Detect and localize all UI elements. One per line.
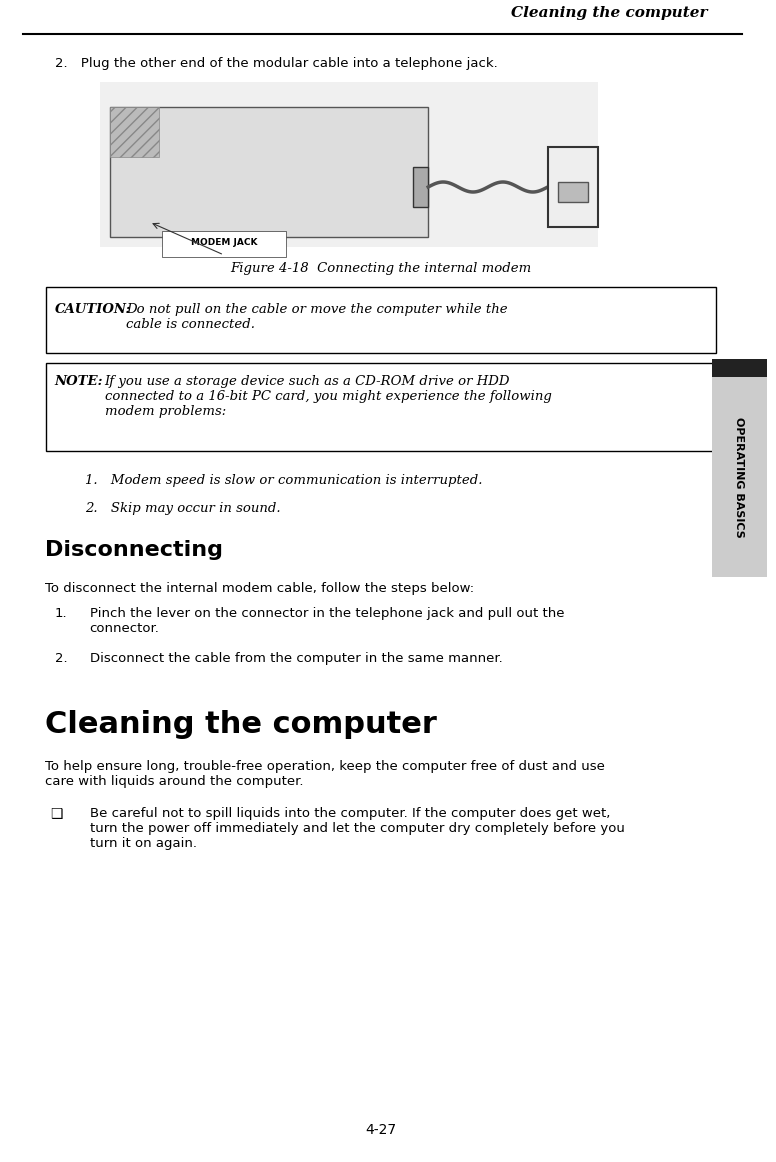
Text: To help ensure long, trouble-free operation, keep the computer free of dust and : To help ensure long, trouble-free operat… [45,760,605,788]
Text: Disconnecting: Disconnecting [45,540,223,560]
Text: CAUTION:: CAUTION: [55,303,131,316]
Bar [109,107,159,157]
Bar [558,182,587,202]
Text: Figure 4-18  Connecting the internal modem: Figure 4-18 Connecting the internal mode… [230,261,532,275]
Bar [712,359,767,376]
Text: Pinch the lever on the connector in the telephone jack and pull out the
connecto: Pinch the lever on the connector in the … [89,607,564,634]
Text: Be careful not to spill liquids into the computer. If the computer does get wet,: Be careful not to spill liquids into the… [89,806,625,849]
Text: 4-27: 4-27 [365,1122,397,1136]
Text: Do not pull on the cable or move the computer while the
cable is connected.: Do not pull on the cable or move the com… [126,303,508,331]
Text: Cleaning the computer: Cleaning the computer [511,6,707,20]
Text: If you use a storage device such as a CD-ROM drive or HDD
connected to a 16-bit : If you use a storage device such as a CD… [105,375,552,418]
Text: To disconnect the internal modem cable, follow the steps below:: To disconnect the internal modem cable, … [45,582,474,595]
Text: OPERATING BASICS: OPERATING BASICS [734,417,744,537]
FancyBboxPatch shape [162,231,286,257]
Text: Disconnect the cable from the computer in the same manner.: Disconnect the cable from the computer i… [89,652,502,665]
Text: 2. Plug the other end of the modular cable into a telephone jack.: 2. Plug the other end of the modular cab… [55,57,497,70]
Text: NOTE:: NOTE: [55,375,103,388]
FancyBboxPatch shape [46,287,716,353]
Text: 2. Skip may occur in sound.: 2. Skip may occur in sound. [85,502,280,515]
Bar [109,107,428,237]
Bar [712,376,767,578]
FancyBboxPatch shape [46,363,716,451]
Bar [548,148,598,227]
Text: 2.: 2. [55,652,68,665]
Bar [414,167,428,207]
Text: 1. Modem speed is slow or communication is interrupted.: 1. Modem speed is slow or communication … [85,474,482,487]
Text: MODEM JACK: MODEM JACK [191,237,258,246]
Text: Cleaning the computer: Cleaning the computer [45,710,437,739]
Text: ❑: ❑ [50,806,62,822]
Text: 1.: 1. [55,607,68,621]
Bar [99,83,598,248]
